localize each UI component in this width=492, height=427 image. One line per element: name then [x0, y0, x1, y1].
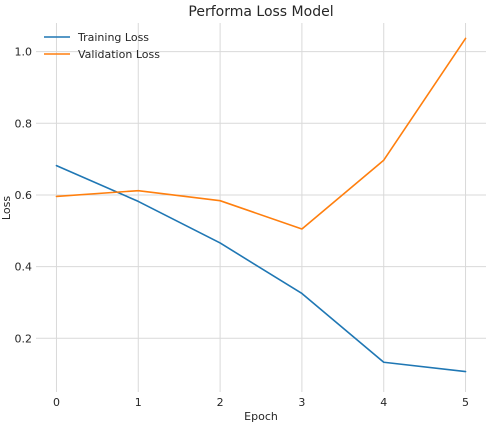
- y-tick-label: 0.8: [15, 117, 33, 130]
- legend-label: Training Loss: [77, 31, 149, 44]
- x-tick-label: 1: [135, 396, 142, 409]
- y-tick-label: 1.0: [15, 46, 33, 59]
- legend-entry: Training Loss: [44, 31, 149, 44]
- series-line-validation-loss: [55, 37, 467, 230]
- x-tick-label: 2: [217, 396, 224, 409]
- y-tick-label: 0.2: [15, 332, 33, 345]
- legend: Training Loss Validation Loss: [44, 31, 160, 61]
- x-tick-label: 3: [298, 396, 305, 409]
- x-axis-label: Epoch: [244, 410, 278, 423]
- series-line-training-loss: [55, 164, 467, 373]
- y-tick-label: 0.4: [15, 261, 33, 274]
- grid: [36, 23, 486, 392]
- legend-entry: Validation Loss: [44, 48, 160, 61]
- chart-title: Performa Loss Model: [188, 4, 333, 20]
- y-tick-labels: 0.2 0.4 0.6 0.8 1.0: [15, 46, 33, 346]
- x-tick-label: 0: [53, 396, 60, 409]
- x-tick-labels: 0 1 2 3 4 5: [53, 396, 469, 409]
- y-tick-label: 0.6: [15, 189, 33, 202]
- series-lines: [55, 37, 467, 373]
- x-tick-label: 4: [380, 396, 387, 409]
- plot-area: [36, 23, 486, 392]
- y-axis-label: Loss: [0, 196, 13, 220]
- legend-label: Validation Loss: [78, 48, 160, 61]
- x-tick-label: 5: [462, 396, 469, 409]
